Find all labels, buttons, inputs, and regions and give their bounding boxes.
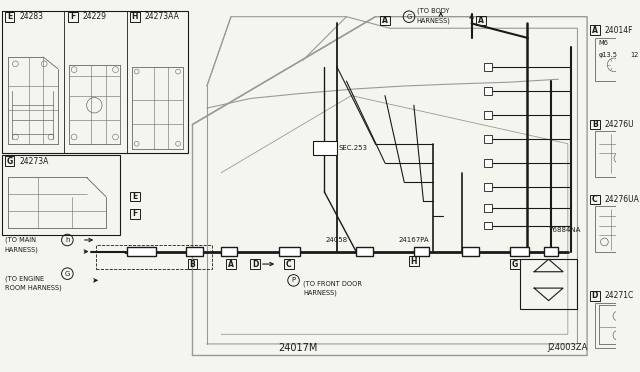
Text: H: H: [411, 257, 417, 266]
Bar: [188, 259, 197, 269]
Bar: [520, 259, 577, 309]
Text: 24017M: 24017M: [278, 343, 318, 353]
Text: 24276UA: 24276UA: [604, 195, 639, 204]
Text: C: C: [286, 260, 292, 269]
Bar: [130, 192, 140, 202]
Bar: [484, 222, 492, 230]
Bar: [510, 259, 520, 269]
Text: HARNESS): HARNESS): [303, 290, 337, 296]
Text: SEC.253: SEC.253: [339, 145, 368, 151]
Text: B: B: [592, 120, 598, 129]
Text: F: F: [70, 12, 76, 21]
Bar: [595, 302, 640, 348]
Bar: [186, 247, 203, 256]
Bar: [484, 183, 492, 191]
Bar: [590, 195, 600, 204]
Text: 12: 12: [630, 52, 639, 58]
Bar: [226, 259, 236, 269]
Text: ROOM HARNESS): ROOM HARNESS): [5, 285, 61, 291]
Bar: [130, 209, 140, 219]
Text: C: C: [592, 195, 598, 204]
Text: E: E: [7, 12, 12, 21]
Text: (TO FRONT DOOR: (TO FRONT DOOR: [303, 280, 362, 286]
Text: G: G: [406, 14, 412, 20]
Bar: [221, 247, 237, 256]
Text: G: G: [6, 157, 13, 166]
Text: G: G: [512, 260, 518, 269]
Text: G: G: [65, 271, 70, 277]
Bar: [484, 87, 492, 94]
Bar: [356, 247, 373, 256]
Text: 24273AA: 24273AA: [145, 12, 179, 21]
Text: (TO BODY: (TO BODY: [417, 8, 449, 14]
Bar: [5, 156, 15, 166]
Bar: [409, 256, 419, 266]
Bar: [127, 247, 156, 256]
Bar: [544, 247, 558, 256]
Text: 76884NA: 76884NA: [548, 227, 581, 233]
Text: 24271C: 24271C: [604, 291, 634, 300]
Bar: [484, 159, 492, 167]
Bar: [130, 12, 140, 22]
Text: B: B: [189, 260, 195, 269]
Text: 24229: 24229: [83, 12, 107, 21]
Text: 24014F: 24014F: [604, 26, 633, 35]
Text: D: D: [252, 260, 258, 269]
Bar: [380, 16, 390, 25]
Bar: [590, 120, 600, 129]
Text: (TO MAIN: (TO MAIN: [5, 237, 36, 243]
Text: A: A: [382, 16, 388, 25]
Bar: [462, 247, 479, 256]
Text: HARNESS): HARNESS): [417, 17, 451, 24]
Bar: [484, 63, 492, 71]
Bar: [595, 38, 640, 81]
Text: E: E: [132, 192, 138, 201]
Bar: [484, 111, 492, 119]
Bar: [484, 135, 492, 143]
Bar: [2, 155, 120, 235]
Bar: [284, 259, 294, 269]
Bar: [313, 141, 337, 155]
Text: P: P: [291, 278, 296, 283]
Text: A: A: [592, 26, 598, 35]
Text: 24283: 24283: [19, 12, 44, 21]
Bar: [590, 25, 600, 35]
Text: H: H: [131, 12, 138, 21]
Text: D: D: [591, 291, 598, 300]
Text: φ13.5: φ13.5: [598, 52, 618, 58]
Bar: [279, 247, 300, 256]
Text: h: h: [65, 237, 70, 243]
Text: 24273A: 24273A: [19, 157, 49, 166]
Text: A: A: [478, 16, 484, 25]
Bar: [2, 11, 188, 153]
Text: 24276U: 24276U: [604, 120, 634, 129]
Text: 24058: 24058: [326, 237, 348, 243]
Text: (TO ENGINE: (TO ENGINE: [5, 275, 44, 282]
Bar: [96, 245, 212, 269]
Bar: [484, 204, 492, 212]
Bar: [414, 247, 429, 256]
Text: HARNESS): HARNESS): [5, 246, 38, 253]
Bar: [476, 16, 486, 25]
Bar: [5, 12, 15, 22]
Text: F: F: [132, 209, 138, 218]
Text: 24167PA: 24167PA: [399, 237, 429, 243]
Bar: [595, 206, 640, 251]
Bar: [590, 291, 600, 301]
Bar: [250, 259, 260, 269]
Text: M6: M6: [598, 40, 609, 46]
Text: A: A: [228, 260, 234, 269]
Text: J24003ZA: J24003ZA: [548, 343, 588, 352]
Bar: [595, 131, 640, 177]
Bar: [510, 247, 529, 256]
Bar: [68, 12, 78, 22]
